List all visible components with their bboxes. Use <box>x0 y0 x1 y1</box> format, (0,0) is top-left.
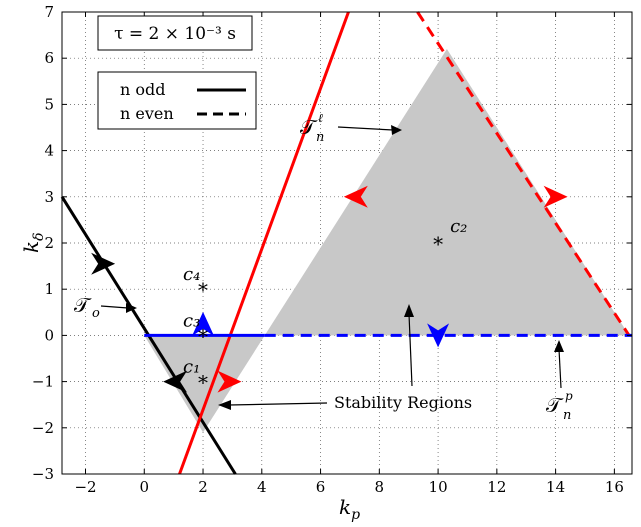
t-o-subscript: o <box>92 306 100 321</box>
t-o-symbol: 𝒯 <box>74 293 92 317</box>
x-tick-label: 10 <box>429 478 448 496</box>
stability-arrow-up-shaft <box>408 313 413 387</box>
point-label: c₃ <box>183 310 200 331</box>
point-label: c₂ <box>450 216 467 237</box>
t-p-superscript: p <box>565 389 573 403</box>
boundary-lines <box>60 11 632 475</box>
point-marker: * <box>198 324 208 348</box>
x-tick-label: 2 <box>198 478 208 496</box>
t-ell-arrow-head <box>391 125 402 135</box>
x-tick-label: 16 <box>605 478 624 496</box>
stability-arrow-left-shaft <box>228 402 328 406</box>
arrowhead-right <box>91 252 116 275</box>
arrowhead-down <box>427 323 450 348</box>
x-tick-label: 4 <box>257 478 267 496</box>
tau-label: τ = 2 × 10⁻³ s <box>114 24 236 44</box>
x-tick-label: 12 <box>487 478 506 496</box>
y-tick-label: 0 <box>44 326 54 344</box>
stability-region-small <box>144 335 265 433</box>
stability-region-large <box>264 48 630 336</box>
annotation-stability-regions: Stability Regions <box>218 304 472 412</box>
y-tick-label: −2 <box>32 419 54 437</box>
annotation-t-o: 𝒯 o <box>74 293 137 321</box>
stability-arrow-left-head <box>218 400 231 410</box>
legend-label-odd: n odd <box>120 80 166 99</box>
y-tick-label: 3 <box>44 188 54 206</box>
y-tick-label: 2 <box>44 234 54 252</box>
t-ell-arrow-shaft <box>337 126 394 131</box>
point-marker: * <box>433 232 443 256</box>
legend: n odd n even <box>97 71 257 130</box>
t-ell-symbol: 𝒯 <box>300 115 318 139</box>
arrowhead-up <box>192 311 215 336</box>
arrowhead-left <box>343 185 368 208</box>
x-tick-label: 6 <box>316 478 326 496</box>
t-p-symbol: 𝒯 <box>546 393 564 417</box>
point-marker: * <box>198 278 208 302</box>
annotation-t-p: 𝒯 p n <box>546 340 573 423</box>
point-marker: * <box>198 371 208 395</box>
y-tick-label: 4 <box>44 142 54 160</box>
y-tick-label: 7 <box>44 3 54 21</box>
x-axis-label: kp <box>339 495 360 523</box>
legend-box <box>97 71 257 130</box>
x-tick-label: 14 <box>546 478 565 496</box>
t-o-arrow-head <box>126 303 137 313</box>
x-tick-label: 8 <box>375 478 385 496</box>
series-line <box>416 11 631 337</box>
y-tick-label: −3 <box>32 465 54 483</box>
t-p-arrow-head <box>554 340 564 352</box>
arrowhead-right <box>543 185 568 208</box>
t-ell-superscript: ℓ <box>318 111 323 125</box>
y-axis-label: kδ <box>19 232 47 253</box>
direction-arrowheads <box>91 185 568 393</box>
point-label: c₁ <box>183 357 200 378</box>
point-label: c₄ <box>183 264 200 285</box>
t-p-arrow-shaft <box>558 348 562 389</box>
arrowhead-left <box>163 370 188 393</box>
t-p-subscript: n <box>563 408 571 423</box>
stability-arrow-up-head <box>404 304 414 317</box>
tau-box <box>97 15 253 51</box>
y-tick-label: 6 <box>44 49 54 67</box>
critical-points: *c₁*c₂*c₃*c₄ <box>183 216 467 395</box>
x-tick-label: −2 <box>74 478 96 496</box>
legend-label-even: n even <box>120 104 174 123</box>
y-tick-label: −1 <box>32 373 54 391</box>
arrowhead-right <box>217 370 242 393</box>
stability-region-fills <box>144 48 630 433</box>
t-o-arrow-shaft <box>100 305 129 309</box>
x-tick-label: 0 <box>139 478 149 496</box>
annotation-t-ell: 𝒯 ℓ n <box>300 111 402 145</box>
y-tick-label: 1 <box>44 280 54 298</box>
t-ell-subscript: n <box>316 130 324 145</box>
y-tick-label: 5 <box>44 95 54 113</box>
series-line <box>178 11 350 475</box>
stability-regions-label: Stability Regions <box>334 393 472 412</box>
